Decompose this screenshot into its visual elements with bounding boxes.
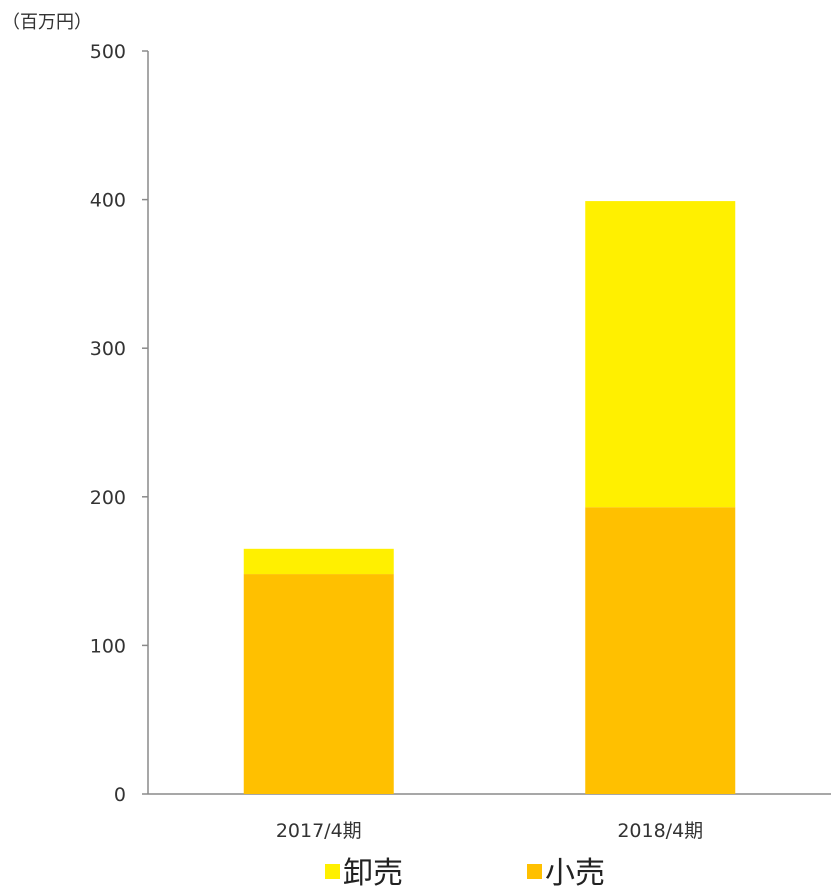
y-tick-label: 100 [90,635,126,657]
x-category-label: 2017/4期 [276,820,362,842]
legend: 卸売 小売 [325,856,605,891]
legend-label: 小売 [545,856,605,891]
y-tick-label: 200 [90,487,126,509]
legend-swatch [325,864,340,879]
legend-swatch [527,864,542,879]
bar-segment [585,507,736,794]
y-tick-label: 400 [90,190,126,212]
bar-segment [243,548,394,575]
legend-label: 卸売 [343,856,403,891]
bar-segment [243,574,394,794]
x-category-label: 2018/4期 [617,820,703,842]
bar-segment [585,201,736,508]
y-tick-label: 0 [114,784,126,806]
y-tick-label: 500 [90,41,126,63]
bars [243,201,736,794]
y-axis-unit-label: （百万円） [2,12,92,33]
y-tick-label: 300 [90,338,126,360]
